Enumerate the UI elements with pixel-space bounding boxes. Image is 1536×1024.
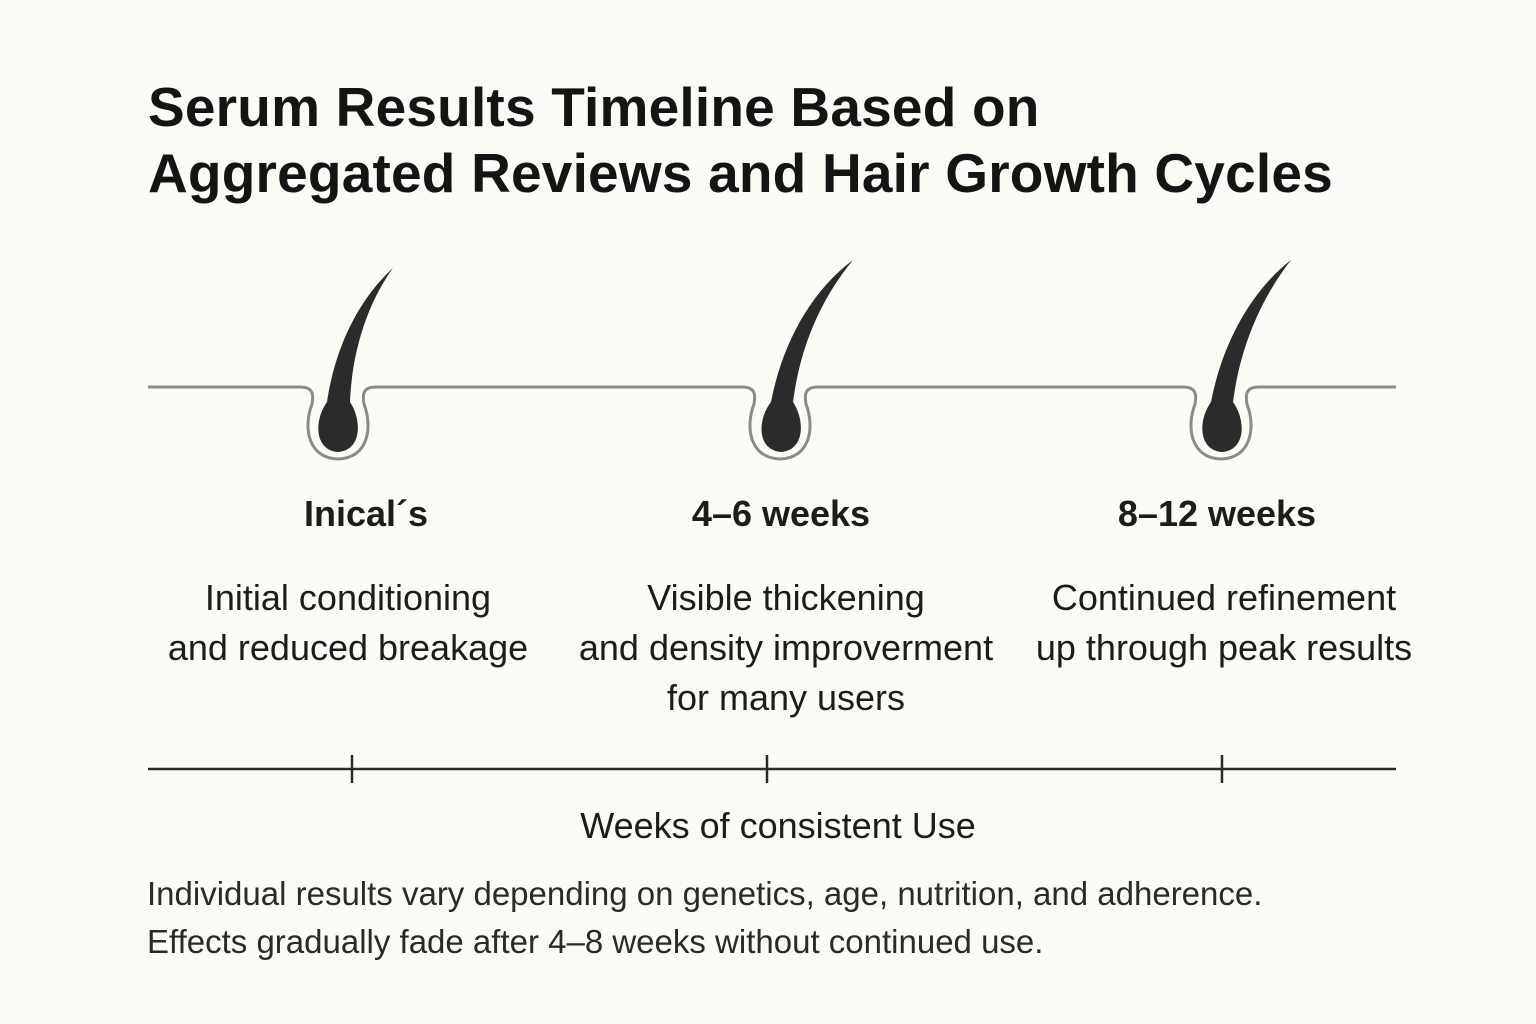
title-line-2: Aggregated Reviews and Hair Growth Cycle… (148, 142, 1333, 204)
axis-label: Weeks of consistent Use (580, 805, 976, 846)
hair-follicle-icon (1202, 260, 1291, 452)
title-line-1: Serum Results Timeline Based on (148, 76, 1040, 138)
stage-label: Inical´s (303, 493, 429, 534)
disclaimer-line-2: Effects gradually fade after 4–8 weeks w… (147, 923, 1044, 960)
disclaimer-line-1: Individual results vary depending on gen… (147, 875, 1263, 912)
stage-description: Visible thickening and density improverm… (578, 577, 994, 718)
disclaimer-note: Individual results vary depending on gen… (147, 870, 1447, 966)
stage-description: Initial conditioning and reduced breakag… (167, 577, 529, 668)
stage-label: 8–12 weeks (1117, 493, 1317, 534)
skin-line (148, 385, 1396, 461)
stage-description: Continued refinement up through peak res… (1035, 577, 1413, 668)
stage-label: 4–6 weeks (691, 493, 871, 534)
timeline-axis (148, 755, 1396, 783)
hair-follicle-icon (318, 268, 393, 452)
page-title: Serum Results Timeline Based on Aggregat… (148, 74, 1478, 206)
hair-follicle-icon (761, 260, 853, 452)
